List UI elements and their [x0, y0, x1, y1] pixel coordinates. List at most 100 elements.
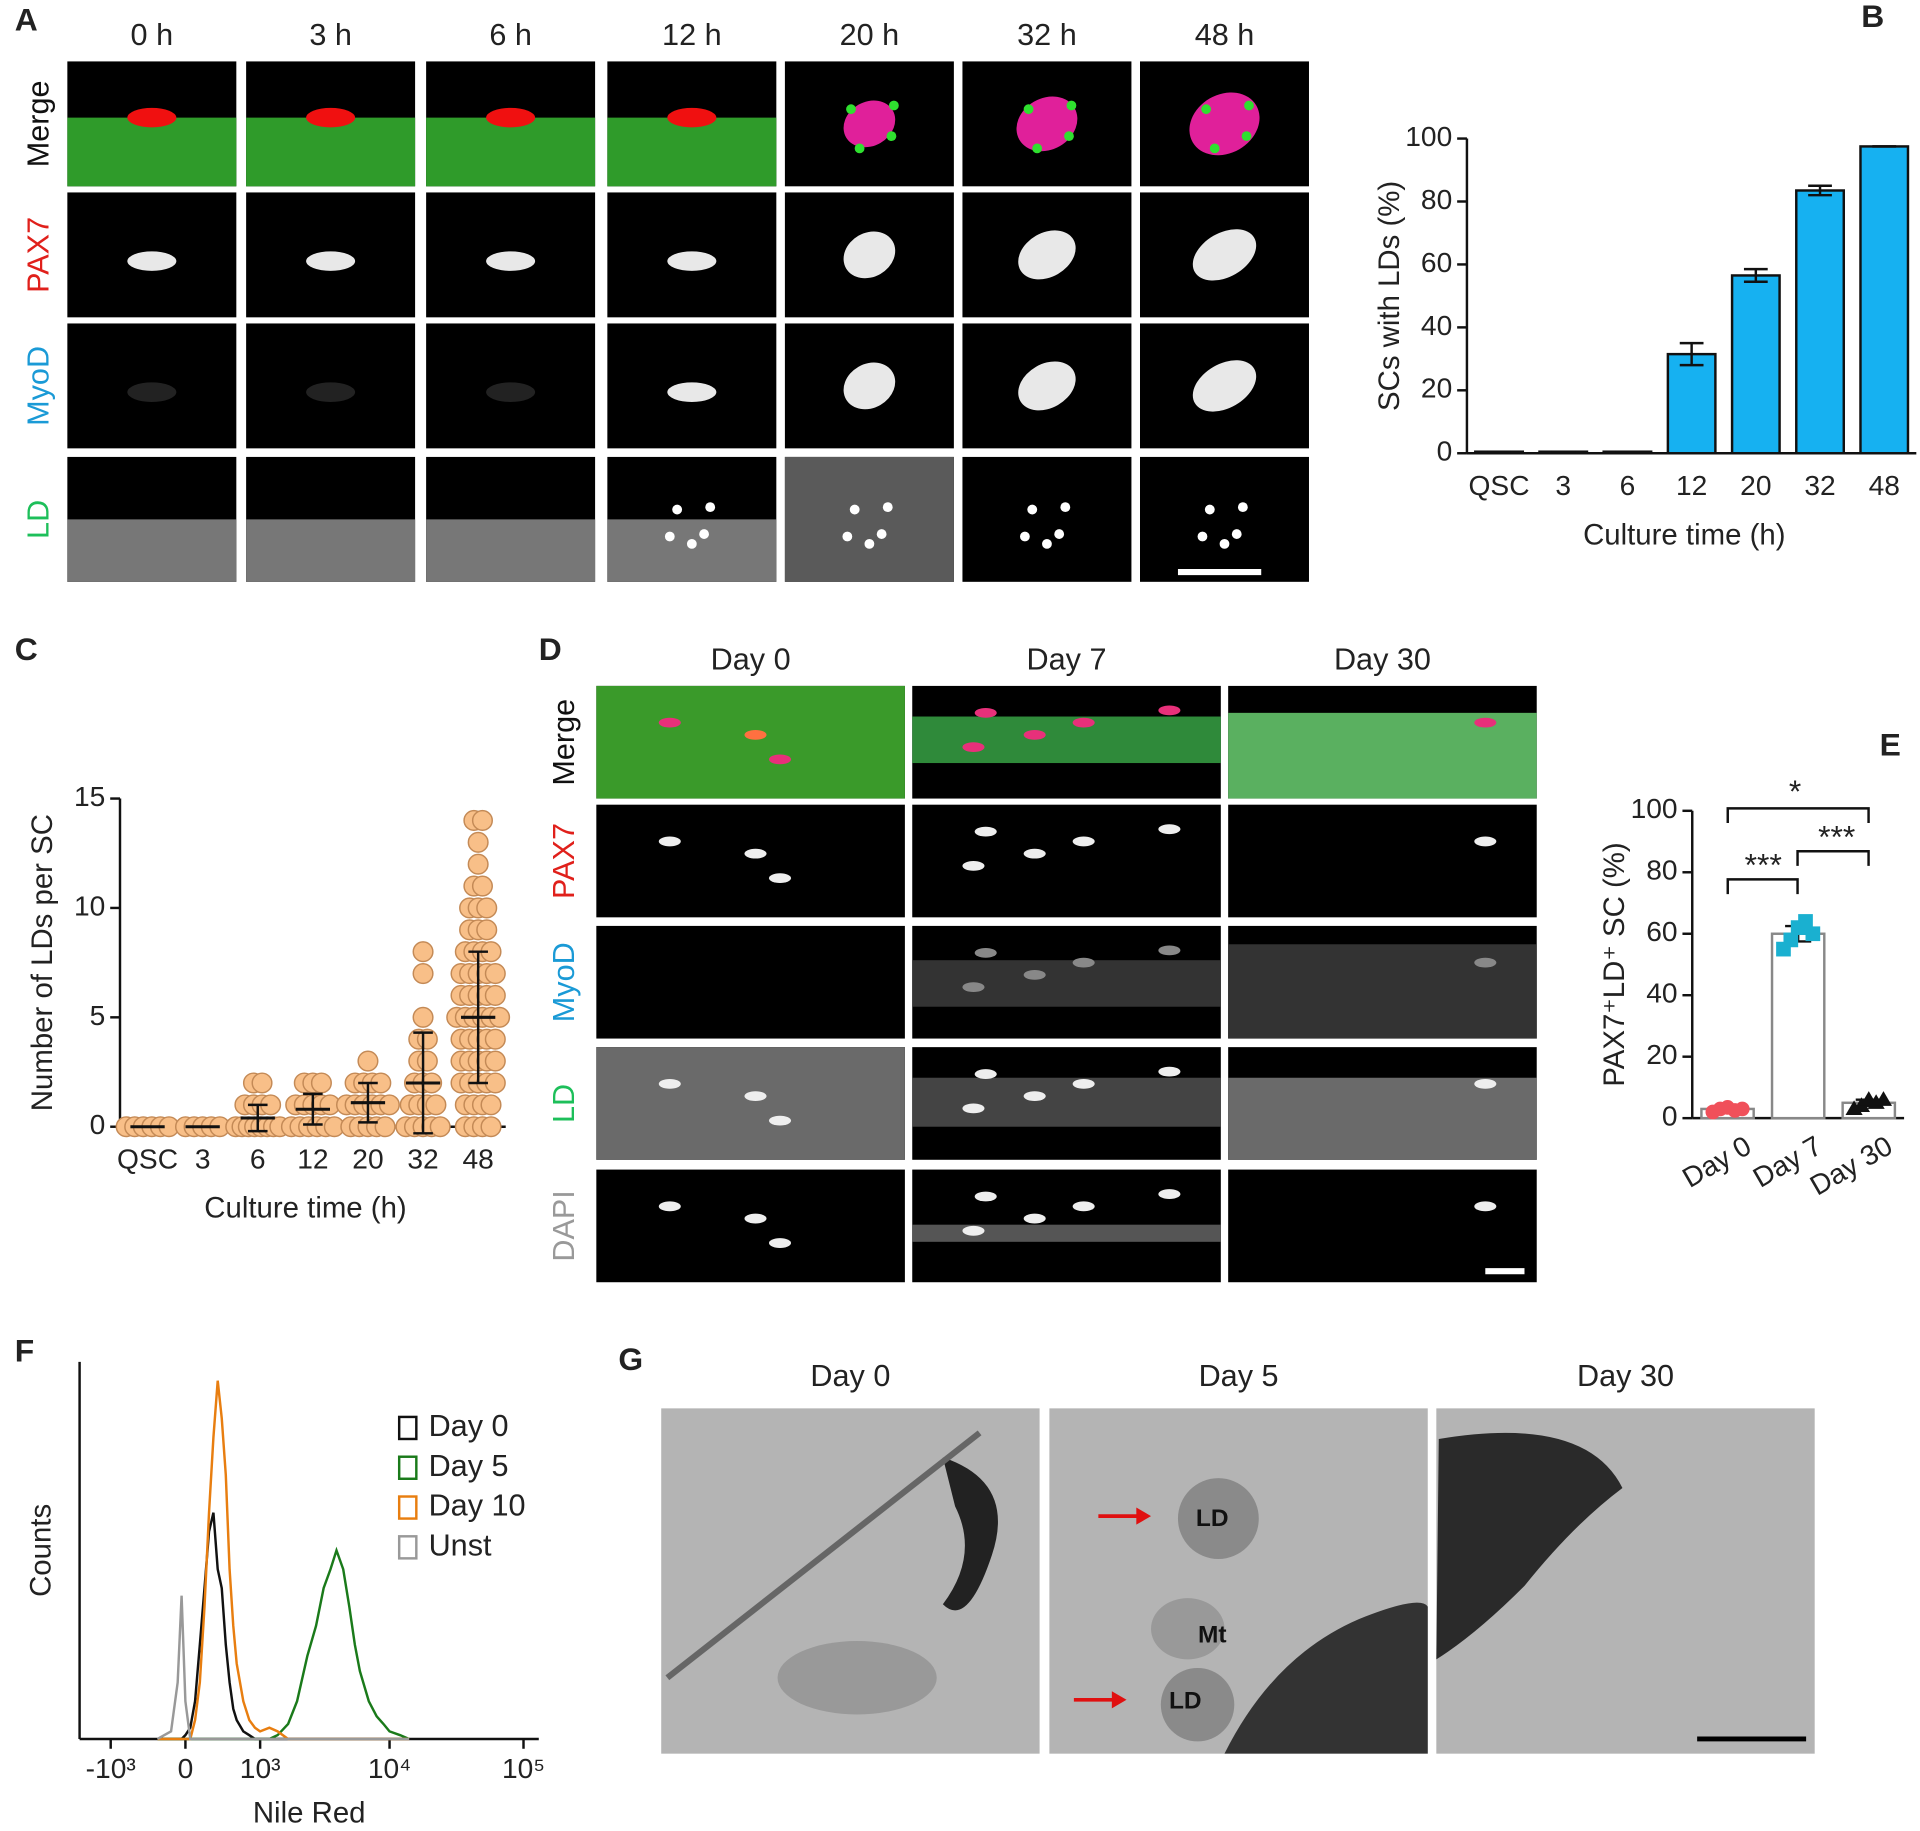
micrograph [1228, 804, 1537, 918]
column-header: 3 h [309, 18, 352, 52]
data-point [412, 963, 434, 985]
data-point [1734, 1101, 1750, 1117]
lipid-droplet [1197, 531, 1208, 542]
data-point [310, 1072, 332, 1094]
data-point [476, 919, 498, 941]
mitochondrion [1151, 1598, 1225, 1660]
nucleus [127, 107, 177, 128]
x-tick-label: 10⁴ [368, 1753, 411, 1784]
nucleus-signal [744, 1213, 767, 1224]
lipid-droplet [1201, 104, 1212, 115]
micrograph-tissue [246, 519, 416, 582]
lipid-droplet [1160, 1667, 1235, 1742]
lipid-droplet [1032, 143, 1043, 154]
nucleus-signal [1023, 1213, 1046, 1224]
x-tick-label: -10³ [86, 1753, 136, 1784]
sig-label: *** [1745, 847, 1782, 883]
legend-swatch [397, 1535, 418, 1560]
nucleus-signal [1158, 1189, 1181, 1199]
x-tick-label: 6 [250, 1143, 266, 1174]
y-tick-label: 15 [74, 781, 105, 812]
data-point [357, 1050, 379, 1072]
nucleus-signal [1072, 1201, 1095, 1212]
micrograph-tissue [607, 117, 777, 187]
micrograph-tissue [912, 960, 1221, 1007]
data-point [471, 809, 493, 831]
column-header: 48 h [1195, 18, 1255, 52]
nucleus-signal [962, 861, 985, 871]
micrograph [912, 804, 1221, 918]
lipid-droplet [1244, 100, 1254, 111]
nucleus [486, 107, 536, 128]
data-point [374, 1116, 396, 1138]
em-structure [942, 1457, 998, 1611]
nucleus [962, 742, 985, 753]
data-point [412, 1006, 434, 1028]
nucleus-signal [768, 1115, 792, 1126]
panel-label: B [1861, 0, 1884, 34]
nucleus-signal [1474, 1078, 1497, 1089]
nucleus-signal [1158, 945, 1181, 956]
nucleus-signal [306, 251, 356, 271]
nucleus-signal [1023, 848, 1046, 859]
micrograph [596, 1169, 905, 1283]
row-label: MyoD [22, 346, 56, 426]
x-tick-label: 48 [1869, 470, 1900, 501]
row-label: PAX7 [547, 823, 581, 899]
lipid-droplet [846, 104, 856, 115]
nucleus-signal [1192, 360, 1257, 412]
lipid-droplet [1064, 131, 1074, 142]
y-tick-label: 20 [1421, 373, 1452, 404]
legend-label: Unst [429, 1528, 492, 1562]
x-tick-label: QSC [1469, 470, 1530, 501]
x-tick-label: 32 [407, 1143, 438, 1174]
x-tick-label: 32 [1804, 470, 1835, 501]
nucleus-signal [843, 362, 896, 410]
nucleus-signal [486, 382, 536, 402]
micrograph-tissue [426, 117, 596, 187]
x-tick-label: Day 30 [1805, 1130, 1898, 1201]
lipid-droplet [1023, 104, 1034, 115]
nucleus-signal [658, 836, 681, 847]
panel-label: C [15, 631, 38, 667]
nucleus-signal [1018, 230, 1076, 280]
lipid-droplet [1219, 538, 1230, 549]
em-annotation: Mt [1198, 1622, 1227, 1649]
micrograph-tissue [607, 519, 777, 582]
nucleus-signal [1158, 1066, 1181, 1077]
lipid-droplet [1204, 504, 1215, 515]
micrograph-tissue [596, 685, 905, 799]
y-tick-label: 60 [1421, 247, 1452, 278]
nucleus [1023, 729, 1046, 740]
y-axis-label: Number of LDs per SC [26, 814, 59, 1111]
bar [1859, 145, 1910, 455]
micrograph-tissue [1228, 1077, 1537, 1160]
nucleus-signal [1023, 1091, 1046, 1102]
nucleus-signal [667, 251, 717, 271]
nucleus-signal [768, 1238, 792, 1248]
arrow-head [1111, 1691, 1127, 1709]
lipid-droplet [1066, 100, 1077, 111]
lipid-droplet [1177, 1478, 1259, 1559]
y-axis-label: SCs with LDs (%) [1373, 181, 1406, 411]
data-point [484, 1028, 506, 1050]
sig-bracket [1726, 807, 1870, 824]
micrograph [1228, 1169, 1537, 1283]
data-point [484, 1050, 506, 1072]
lipid-droplet [699, 529, 709, 539]
nucleus-signal [1072, 957, 1095, 968]
lipid-droplet [1054, 529, 1065, 539]
y-tick-label: 80 [1421, 184, 1452, 215]
y-tick-label: 5 [90, 1000, 106, 1031]
micrograph-tissue [246, 117, 416, 187]
y-tick-label: 100 [1405, 121, 1452, 152]
panel-label: F [15, 1333, 34, 1369]
lipid-droplet [888, 100, 899, 111]
sig-label: *** [1818, 818, 1855, 854]
sig-bracket [1726, 878, 1799, 895]
panel-label: G [618, 1341, 643, 1377]
lipid-droplet [686, 538, 697, 549]
panel-label: D [539, 631, 562, 667]
column-header: Day 0 [711, 643, 791, 677]
data-point [425, 1094, 447, 1116]
